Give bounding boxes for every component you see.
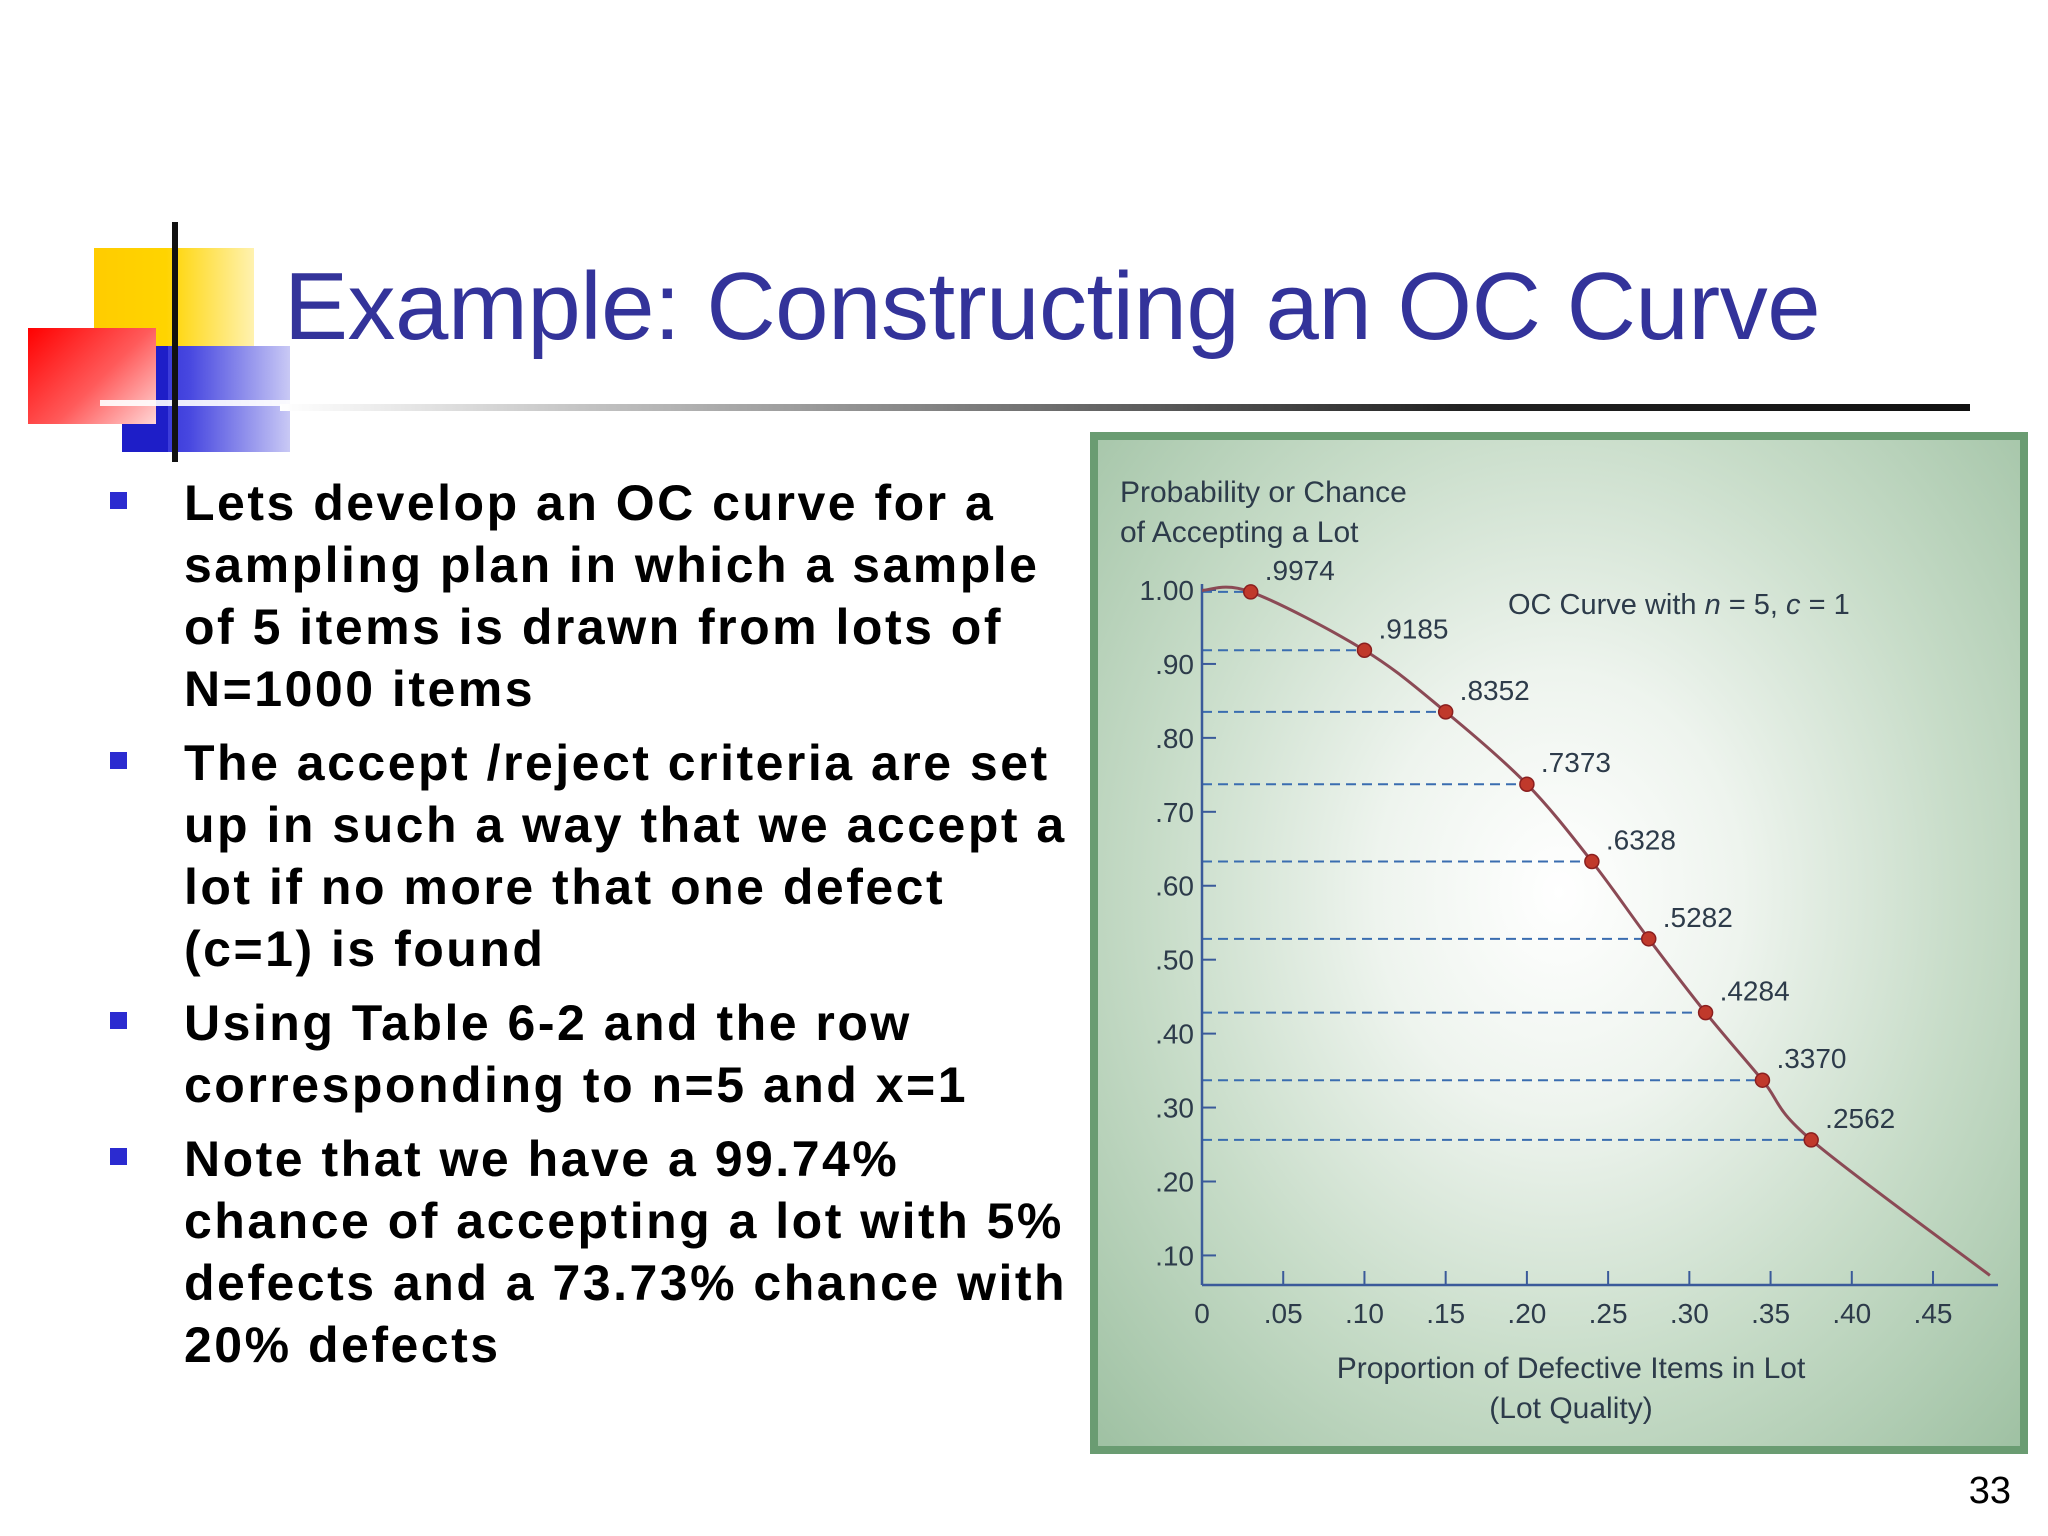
- y-tick-label: .70: [1155, 797, 1194, 828]
- x-tick-label: .25: [1589, 1298, 1628, 1329]
- bullet-text: The accept /reject criteria are set up i…: [184, 735, 1067, 977]
- x-tick-label: 0: [1194, 1298, 1210, 1329]
- x-tick-label: .45: [1914, 1298, 1953, 1329]
- data-point: [1640, 931, 1657, 947]
- bullet-list: Lets develop an OC curve for a sampling …: [104, 472, 1084, 1388]
- x-tick-label: .05: [1264, 1298, 1303, 1329]
- y-tick-label: .10: [1155, 1240, 1194, 1271]
- decor-white-line: [100, 400, 290, 406]
- data-point: [1437, 704, 1454, 720]
- y-tick-label: .80: [1155, 723, 1194, 754]
- x-tick-label: .35: [1751, 1298, 1790, 1329]
- data-label: .3370: [1776, 1043, 1846, 1074]
- y-tick-label: .30: [1155, 1093, 1194, 1124]
- data-point: [1697, 1004, 1714, 1021]
- y-tick-label: .40: [1155, 1019, 1194, 1050]
- y-axis-label-line1: Probability or Chance: [1120, 476, 1407, 509]
- annotation-prefix: OC Curve with: [1508, 589, 1705, 621]
- bullet-item: Note that we have a 99.74% chance of acc…: [104, 1128, 1084, 1376]
- x-tick-label: .20: [1507, 1298, 1546, 1329]
- data-label: .4284: [1720, 976, 1790, 1007]
- data-point: [1356, 642, 1373, 659]
- y-tick-label: .50: [1155, 945, 1194, 976]
- x-tick-label: .10: [1345, 1298, 1384, 1329]
- data-label: .2562: [1825, 1103, 1895, 1134]
- data-point: [1242, 584, 1259, 600]
- data-label: .8352: [1460, 675, 1530, 706]
- oc-curve-line: [1201, 585, 1991, 1277]
- page-number: 33: [1968, 1470, 2011, 1512]
- data-label: .6328: [1606, 824, 1676, 855]
- slide-title: Example: Constructing an OC Curve: [284, 253, 1821, 360]
- title-underline: [280, 404, 1970, 411]
- x-tick-label: .15: [1426, 1298, 1465, 1329]
- bullet-text: Lets develop an OC curve for a sampling …: [184, 475, 1040, 717]
- bullet-item: The accept /reject criteria are set up i…: [104, 732, 1084, 980]
- annotation-c: c: [1786, 589, 1801, 621]
- annotation-c-value: = 1: [1801, 589, 1850, 621]
- bullet-item: Using Table 6-2 and the row correspondin…: [104, 992, 1084, 1116]
- oc-curve-svg: Probability or Chance of Accepting a Lot…: [1120, 476, 1998, 1425]
- bullet-text: Note that we have a 99.74% chance of acc…: [184, 1131, 1068, 1373]
- y-tick-label: 1.00: [1140, 575, 1195, 606]
- data-label: .5282: [1663, 902, 1733, 933]
- square-bullet-icon: [110, 1012, 127, 1029]
- chart-annotation: OC Curve with n = 5, c = 1: [1508, 589, 1850, 621]
- x-axis-label-line1: Proportion of Defective Items in Lot: [1337, 1352, 1806, 1385]
- data-label: .7373: [1541, 747, 1611, 778]
- square-bullet-icon: [110, 1148, 127, 1165]
- plot-layer: 1.00.90.80.70.60.50.40.30.20.100.05.10.1…: [1140, 555, 1998, 1329]
- data-point: [1803, 1132, 1819, 1148]
- data-point: [1519, 776, 1535, 792]
- y-tick-label: .20: [1155, 1166, 1194, 1197]
- x-axis-label-line2: (Lot Quality): [1489, 1392, 1652, 1425]
- annotation-n: n: [1705, 589, 1721, 621]
- data-label: .9185: [1378, 613, 1448, 644]
- y-axis-label-line2: of Accepting a Lot: [1120, 516, 1359, 549]
- square-bullet-icon: [110, 492, 127, 509]
- x-tick-label: .30: [1670, 1298, 1709, 1329]
- bullet-item: Lets develop an OC curve for a sampling …: [104, 472, 1084, 720]
- decor-vertical-line: [172, 222, 178, 462]
- bullet-text: Using Table 6-2 and the row correspondin…: [184, 995, 969, 1113]
- decor-red-square: [28, 328, 156, 424]
- oc-curve-chart: Probability or Chance of Accepting a Lot…: [1090, 432, 2028, 1454]
- data-label: .9974: [1265, 555, 1335, 586]
- y-tick-label: .60: [1155, 871, 1194, 902]
- data-point: [1754, 1072, 1771, 1088]
- square-bullet-icon: [110, 752, 127, 769]
- y-tick-label: .90: [1155, 649, 1194, 680]
- x-tick-label: .40: [1832, 1298, 1871, 1329]
- annotation-n-value: = 5,: [1721, 589, 1786, 621]
- data-point: [1584, 853, 1600, 870]
